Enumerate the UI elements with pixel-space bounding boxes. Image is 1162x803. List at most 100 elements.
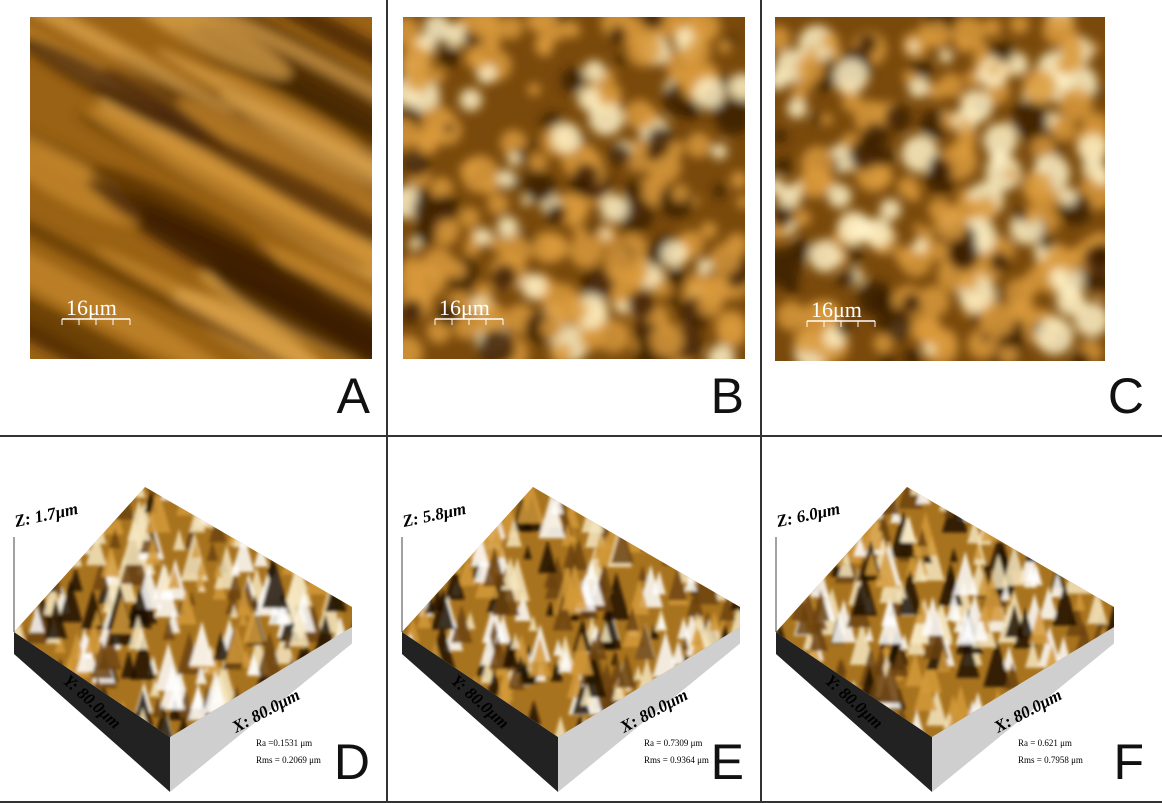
panel-letter: A bbox=[337, 368, 371, 424]
peak bbox=[862, 480, 884, 518]
peak bbox=[732, 524, 750, 556]
peak bbox=[982, 497, 1000, 529]
grain bbox=[583, 60, 605, 82]
peak bbox=[916, 478, 931, 504]
peak bbox=[998, 455, 1023, 499]
peak bbox=[23, 484, 38, 510]
peak bbox=[412, 691, 432, 726]
afm-image bbox=[388, 0, 757, 378]
peak bbox=[794, 579, 806, 599]
peak bbox=[392, 683, 416, 725]
grain bbox=[597, 319, 630, 352]
peak bbox=[1049, 463, 1075, 508]
peak bbox=[342, 557, 363, 594]
peak bbox=[654, 478, 679, 523]
grain bbox=[958, 270, 978, 290]
peak bbox=[478, 500, 503, 544]
grain bbox=[601, 229, 611, 239]
peak bbox=[305, 553, 329, 595]
peak bbox=[789, 558, 799, 575]
grain bbox=[903, 70, 917, 84]
peak bbox=[784, 567, 801, 596]
peak bbox=[8, 715, 25, 745]
peak bbox=[1085, 668, 1103, 700]
peak bbox=[815, 530, 830, 556]
peak bbox=[994, 504, 1015, 541]
peak bbox=[1088, 672, 1099, 692]
peak bbox=[248, 477, 262, 501]
peak bbox=[678, 512, 702, 554]
peak bbox=[299, 487, 325, 532]
peak bbox=[796, 560, 809, 583]
peak bbox=[957, 490, 975, 521]
grain bbox=[768, 70, 788, 90]
rms-label: Rms = 0.9364 μm bbox=[644, 755, 709, 765]
panel-canvas: Z: 6.0μmY: 80.0μmX: 80.0μmRa = 0.621 μmR… bbox=[762, 437, 1162, 803]
peak bbox=[808, 723, 827, 756]
grain bbox=[737, 195, 751, 209]
peak bbox=[413, 727, 422, 743]
peak bbox=[38, 561, 55, 592]
grain bbox=[521, 273, 547, 299]
peak bbox=[6, 460, 31, 504]
peak bbox=[338, 472, 349, 491]
grain bbox=[650, 323, 684, 357]
peak bbox=[804, 553, 829, 597]
peak bbox=[784, 701, 810, 747]
peak bbox=[415, 458, 433, 489]
grain bbox=[487, 193, 508, 214]
peak bbox=[450, 554, 461, 573]
peak bbox=[1028, 488, 1052, 530]
peak bbox=[697, 682, 715, 713]
grain bbox=[810, 172, 831, 193]
peak bbox=[467, 732, 478, 750]
peak bbox=[628, 484, 646, 515]
grain bbox=[1014, 208, 1028, 222]
peak bbox=[671, 513, 681, 531]
peak bbox=[1053, 506, 1062, 522]
peak bbox=[1087, 488, 1104, 518]
grain bbox=[389, 335, 423, 369]
panel-letter: C bbox=[1108, 368, 1144, 424]
grain bbox=[482, 179, 498, 195]
peak bbox=[329, 660, 338, 677]
peak bbox=[682, 510, 693, 528]
grain bbox=[1089, 270, 1115, 296]
grain bbox=[640, 5, 665, 30]
peak bbox=[989, 500, 1006, 529]
peak bbox=[642, 509, 656, 533]
peak bbox=[767, 580, 781, 605]
peak bbox=[445, 471, 461, 500]
grain bbox=[1060, 34, 1084, 58]
peak bbox=[1068, 697, 1093, 741]
peak bbox=[223, 502, 233, 520]
peak bbox=[20, 475, 31, 494]
peak bbox=[335, 545, 352, 575]
peak bbox=[286, 540, 298, 561]
peak bbox=[693, 558, 719, 604]
peak bbox=[821, 452, 842, 489]
peak bbox=[944, 500, 954, 518]
peak bbox=[945, 492, 953, 506]
peak bbox=[430, 526, 457, 573]
grain bbox=[939, 49, 953, 63]
peak bbox=[325, 563, 338, 585]
peak bbox=[687, 518, 704, 548]
panel: 16μmC bbox=[762, 0, 1162, 437]
peak bbox=[1085, 517, 1109, 560]
grain bbox=[600, 194, 628, 222]
peak bbox=[423, 524, 440, 554]
grain bbox=[794, 209, 811, 226]
peak bbox=[267, 525, 279, 545]
peak bbox=[763, 542, 786, 583]
grain bbox=[1023, 69, 1057, 103]
peak bbox=[25, 478, 40, 505]
grain bbox=[535, 35, 553, 53]
grain bbox=[668, 141, 684, 157]
peak bbox=[715, 454, 741, 500]
peak bbox=[789, 543, 809, 579]
peak bbox=[229, 511, 239, 528]
grain bbox=[564, 22, 580, 38]
peak bbox=[294, 718, 314, 753]
